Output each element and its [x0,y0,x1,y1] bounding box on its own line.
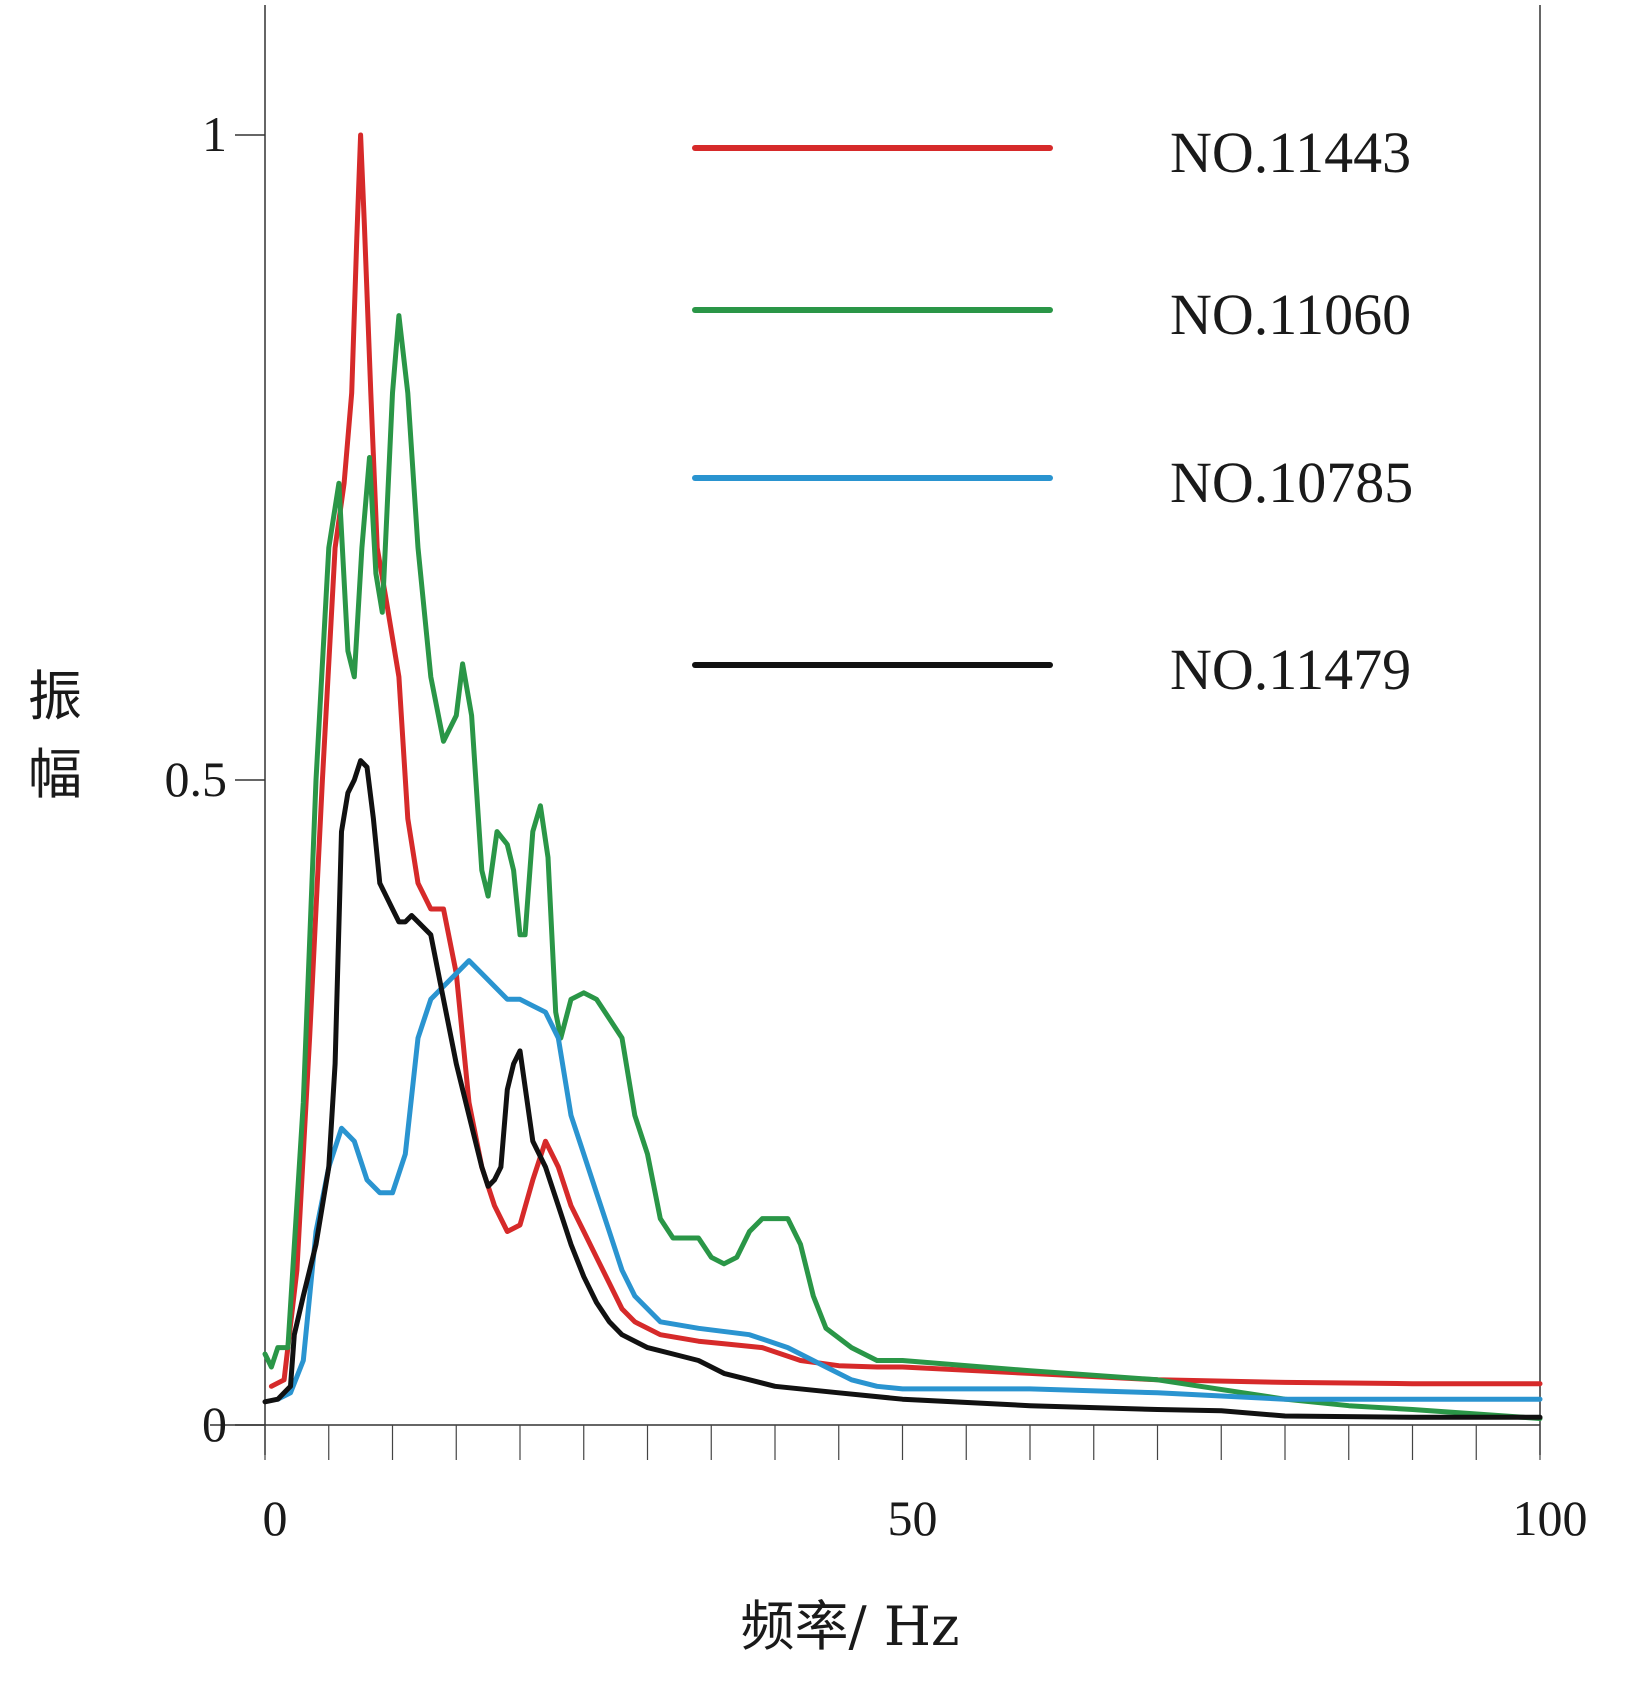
x-tick-label: 0 [263,1490,288,1546]
y-axis-label-char: 振 [28,665,82,728]
legend-label: NO.11479 [1170,637,1411,702]
series-lines [262,132,1543,1421]
legend-label: NO.11443 [1170,120,1411,185]
x-tick-label: 50 [888,1490,938,1546]
series-line-4 [262,758,1543,1420]
y-tick-label: 0 [202,1396,227,1452]
series-line-2 [262,313,1543,1421]
series-line-3 [275,958,1543,1402]
legend: NO.11443 NO.11060 NO.10785 NO.11479 [692,120,1413,702]
y-tick-label: 0.5 [165,751,228,807]
plot-frame [210,5,1541,1455]
x-axis: 0 50 100 [263,1425,1588,1546]
x-tick-label: 100 [1513,1490,1588,1546]
legend-label: NO.10785 [1170,450,1413,515]
y-tick-label: 1 [202,106,227,162]
y-axis: 00.51 [165,106,265,1452]
x-axis-label: 频率/ Hz [741,1595,960,1658]
y-axis-label-char: 幅 [28,743,82,806]
legend-label: NO.11060 [1170,282,1411,347]
y-axis-label: 振幅 [28,665,82,806]
